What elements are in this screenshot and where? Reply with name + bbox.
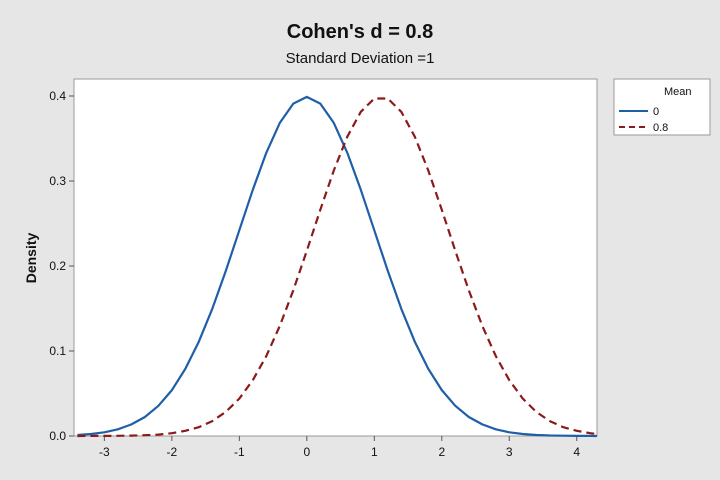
y-tick-label: 0.2 [49, 259, 66, 273]
y-tick-label: 0.4 [49, 89, 66, 103]
x-tick-label: 2 [438, 445, 445, 459]
y-tick-label: 0.0 [49, 429, 66, 443]
x-tick-label: 3 [506, 445, 513, 459]
x-tick-label: -3 [99, 445, 110, 459]
x-tick-label: 1 [371, 445, 378, 459]
x-tick-label: 0 [303, 445, 310, 459]
legend-label-series-0: 0 [653, 106, 659, 118]
legend-box [613, 78, 711, 136]
legend: Mean 0 0.8 [613, 78, 711, 136]
series-layer [77, 95, 598, 438]
legend-title: Mean [664, 86, 692, 98]
x-tick-label: 4 [573, 445, 580, 459]
legend-label-series-1: 0.8 [653, 122, 668, 134]
series-line-1 [77, 97, 598, 438]
chart-title: Cohen's d = 0.8 [287, 21, 433, 43]
y-axis: 0.0 0.1 0.2 0.3 0.4 [49, 89, 74, 443]
series-line-0 [77, 95, 598, 438]
x-tick-label: -2 [167, 445, 178, 459]
chart-subtitle: Standard Deviation =1 [286, 50, 435, 67]
x-tick-label: -1 [234, 445, 245, 459]
y-axis-label: Density [23, 233, 39, 284]
y-tick-label: 0.1 [49, 344, 66, 358]
x-axis: -3 -2 -1 0 1 2 3 4 [99, 436, 580, 459]
y-tick-label: 0.3 [49, 174, 66, 188]
plot-area [73, 78, 598, 437]
